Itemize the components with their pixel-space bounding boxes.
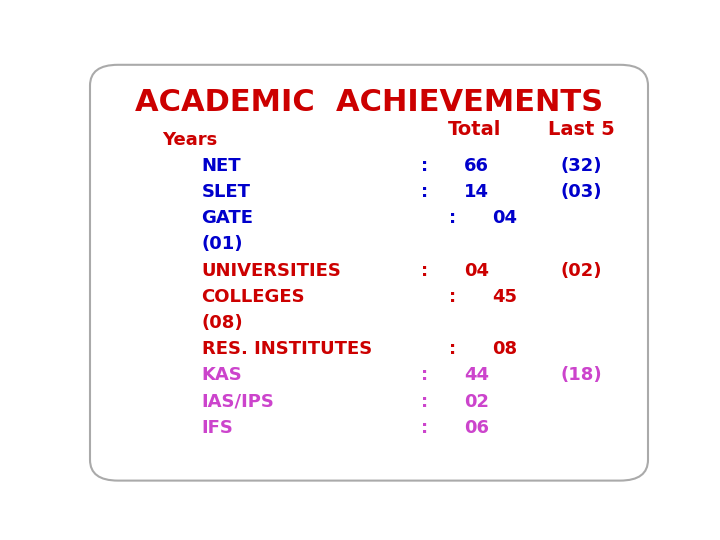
- Text: SLET: SLET: [202, 183, 251, 201]
- Text: COLLEGES: COLLEGES: [202, 288, 305, 306]
- Text: (32): (32): [560, 157, 602, 175]
- Text: :: :: [421, 393, 428, 410]
- Text: 66: 66: [464, 157, 489, 175]
- Text: :: :: [449, 288, 456, 306]
- Text: Years: Years: [163, 131, 217, 149]
- Text: 04: 04: [464, 261, 489, 280]
- Text: Total: Total: [449, 120, 502, 139]
- Text: RES. INSTITUTES: RES. INSTITUTES: [202, 340, 372, 358]
- Text: IAS/IPS: IAS/IPS: [202, 393, 274, 410]
- Text: 14: 14: [464, 183, 489, 201]
- Text: 04: 04: [492, 209, 517, 227]
- Text: 06: 06: [464, 419, 489, 437]
- Text: :: :: [421, 261, 428, 280]
- Text: :: :: [421, 157, 428, 175]
- Text: :: :: [421, 419, 428, 437]
- Text: 08: 08: [492, 340, 517, 358]
- Text: (08): (08): [202, 314, 243, 332]
- Text: Last 5: Last 5: [548, 120, 614, 139]
- Text: 44: 44: [464, 367, 489, 384]
- Text: UNIVERSITIES: UNIVERSITIES: [202, 261, 341, 280]
- Text: 45: 45: [492, 288, 517, 306]
- Text: (01): (01): [202, 235, 243, 253]
- Text: :: :: [449, 209, 456, 227]
- Text: NET: NET: [202, 157, 241, 175]
- Text: :: :: [449, 340, 456, 358]
- Text: KAS: KAS: [202, 367, 243, 384]
- FancyBboxPatch shape: [90, 65, 648, 481]
- Text: :: :: [421, 183, 428, 201]
- Text: (02): (02): [560, 261, 602, 280]
- Text: :: :: [421, 367, 428, 384]
- Text: 02: 02: [464, 393, 489, 410]
- Text: ACADEMIC  ACHIEVEMENTS: ACADEMIC ACHIEVEMENTS: [135, 87, 603, 117]
- Text: IFS: IFS: [202, 419, 233, 437]
- Text: (03): (03): [560, 183, 602, 201]
- Text: GATE: GATE: [202, 209, 253, 227]
- Text: (18): (18): [560, 367, 602, 384]
